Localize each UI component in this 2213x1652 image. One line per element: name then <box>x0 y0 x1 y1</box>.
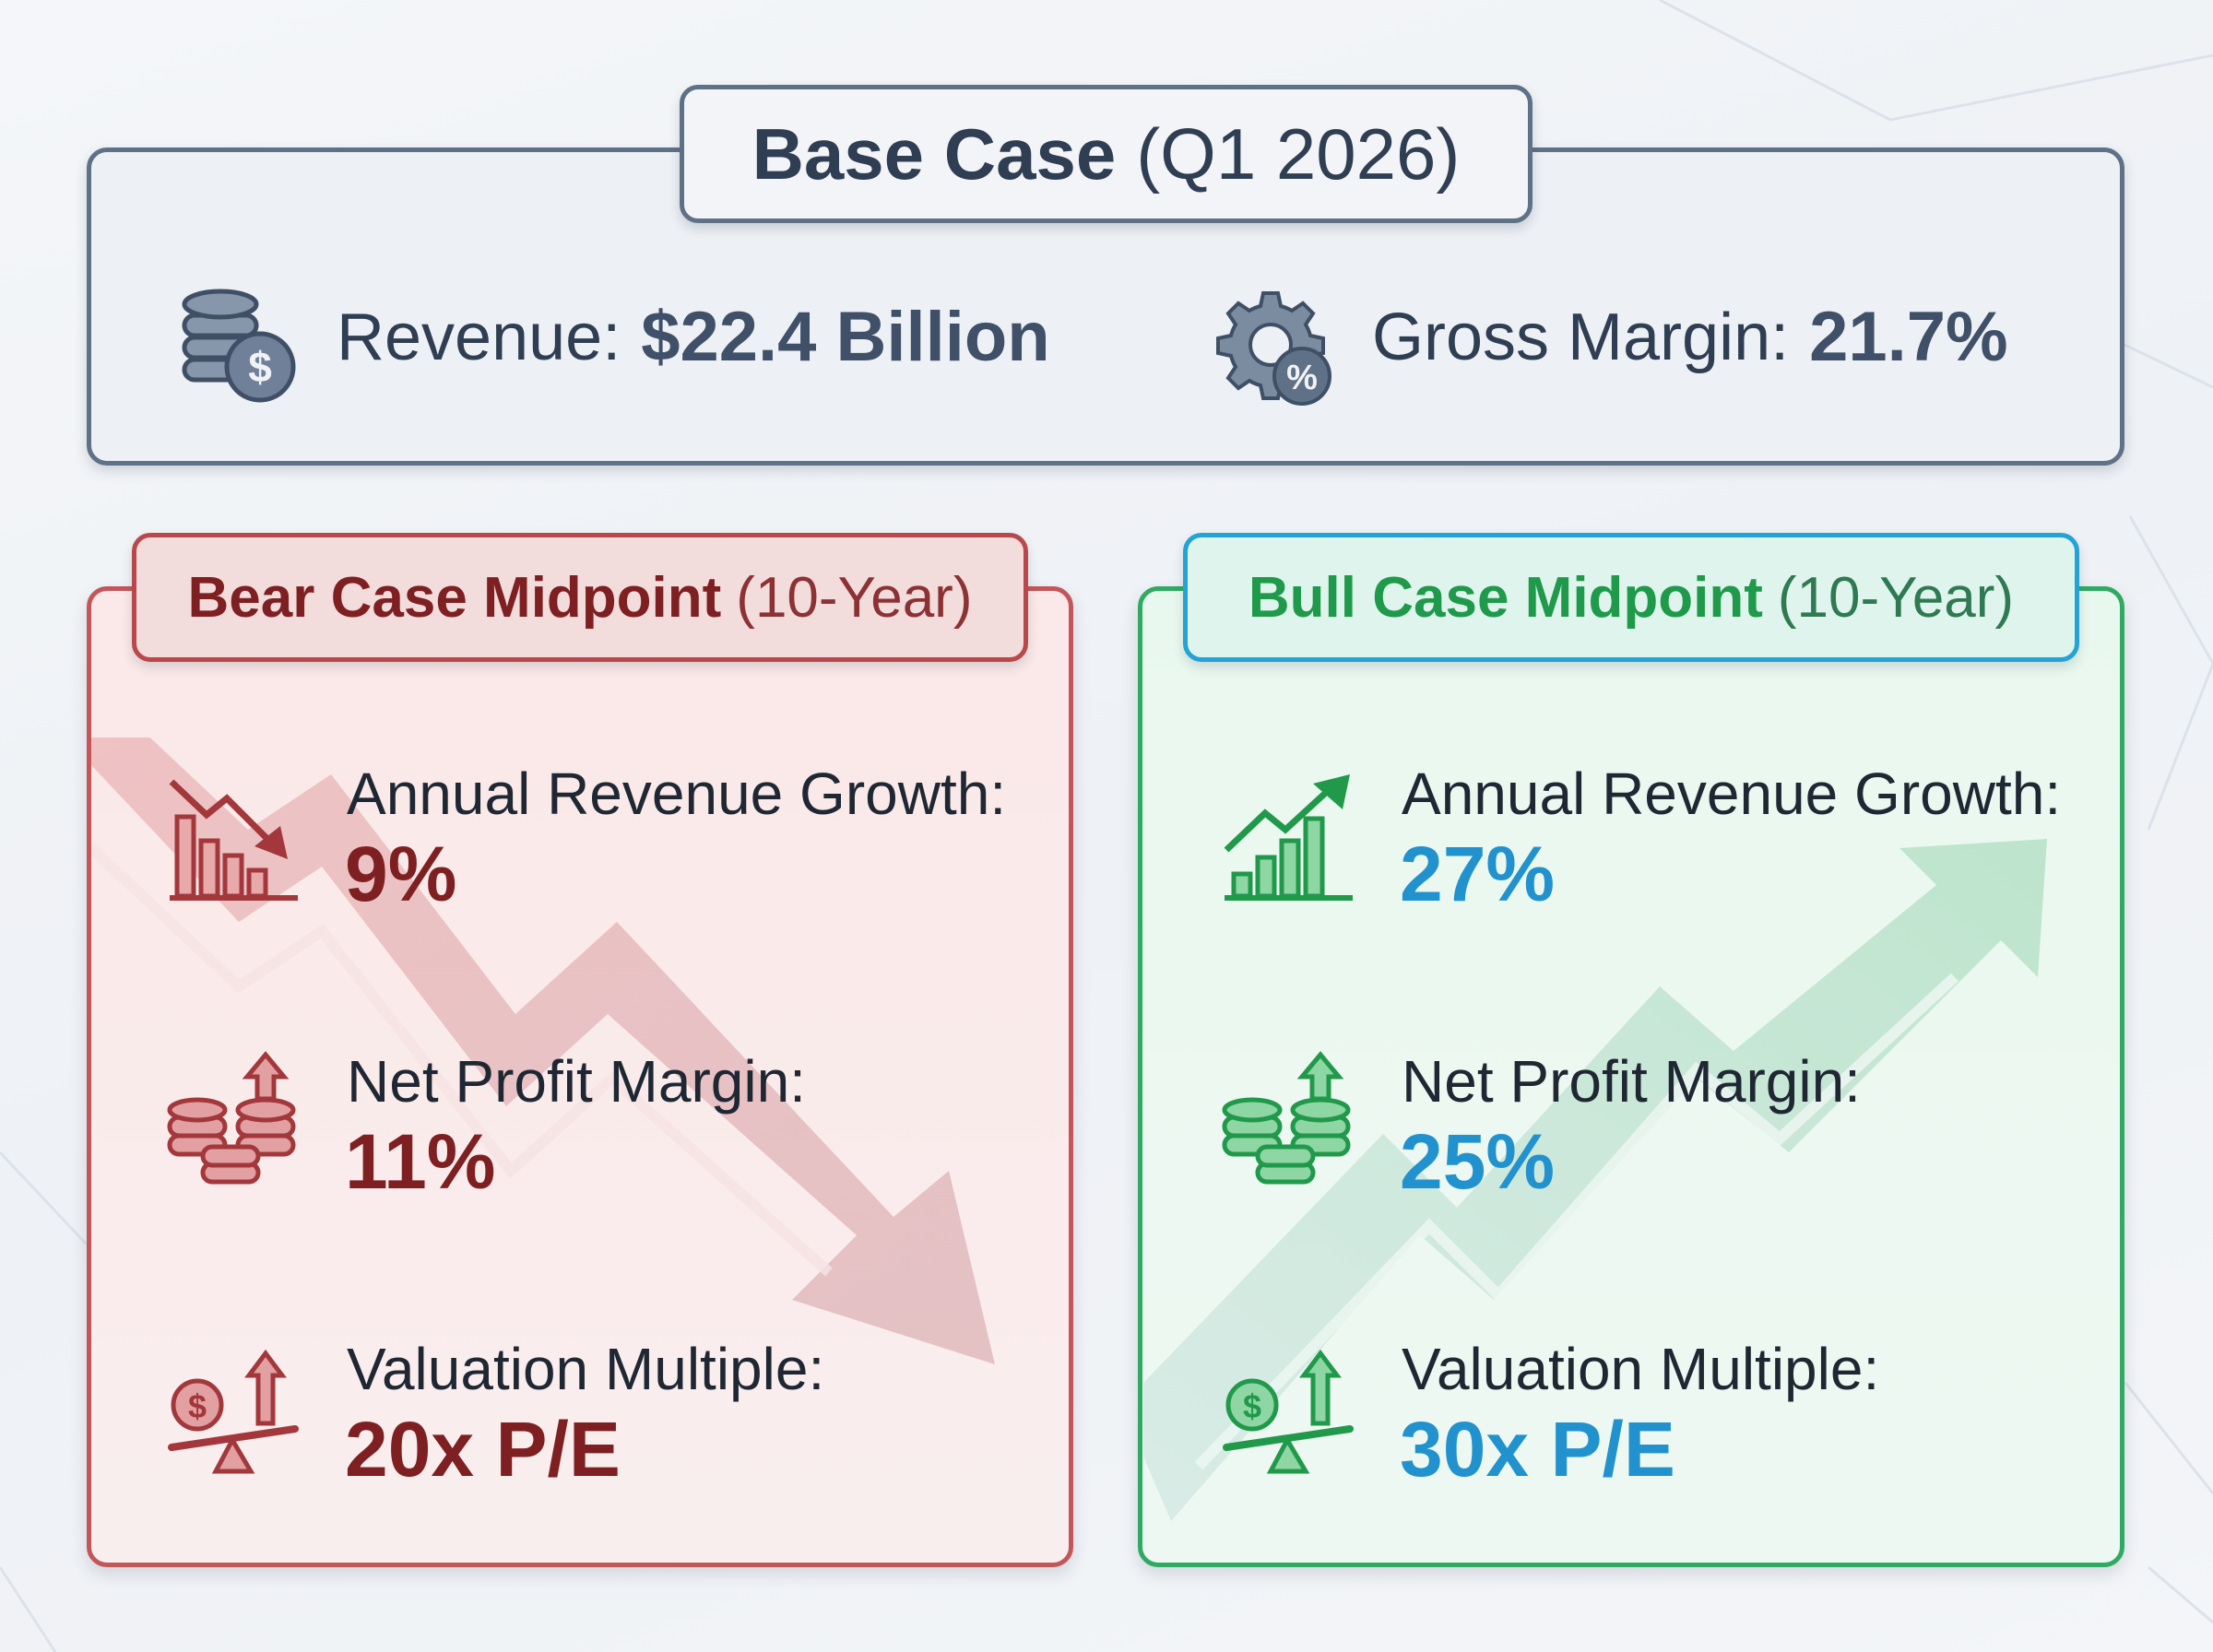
bull-valuation-multiple-label: Valuation Multiple: <box>1402 1336 1880 1402</box>
base-case-title: Base Case (Q1 2026) <box>680 85 1533 223</box>
gross-margin-metric: Gross Margin: 21.7% <box>1372 297 2008 377</box>
gross-margin-label: Gross Margin: <box>1372 300 1790 374</box>
bull-case-title-strong: Bull Case Midpoint <box>1248 565 1763 630</box>
declining-bar-chart-icon <box>169 779 298 901</box>
balance-scale-arrow-icon: $ <box>168 1349 299 1474</box>
bear-net-profit-margin-label: Net Profit Margin: <box>347 1048 806 1115</box>
revenue-metric: Revenue: $22.4 Billion <box>337 297 1050 377</box>
coins-arrow-up-icon <box>1222 1051 1351 1185</box>
downward-trend-arrow-graphic <box>91 738 995 1364</box>
revenue-value: $22.4 Billion <box>641 298 1050 376</box>
bear-case-title-period: (10-Year) <box>736 565 973 630</box>
revenue-label: Revenue: <box>337 300 621 374</box>
gear-percent-icon: % <box>1216 291 1331 406</box>
upward-trend-arrow-graphic <box>1143 839 2047 1521</box>
bear-revenue-growth-label: Annual Revenue Growth: <box>347 761 1007 827</box>
coins-arrow-up-icon <box>167 1051 296 1185</box>
bull-revenue-growth-value: 27% <box>1400 831 1556 917</box>
bear-net-profit-margin-value: 11% <box>345 1118 496 1205</box>
bull-case-title-period: (10-Year) <box>1777 565 2015 630</box>
bull-revenue-growth-label: Annual Revenue Growth: <box>1402 761 2062 827</box>
bear-valuation-multiple-value: 20x P/E <box>345 1406 621 1493</box>
bull-net-profit-margin-value: 25% <box>1400 1118 1556 1205</box>
svg-text:%: % <box>1286 359 1318 397</box>
coins-dollar-icon: $ <box>182 289 296 403</box>
base-case-title-period: (Q1 2026) <box>1136 112 1461 195</box>
bull-valuation-multiple-value: 30x P/E <box>1400 1406 1675 1493</box>
bear-valuation-multiple-label: Valuation Multiple: <box>347 1336 825 1402</box>
bear-case-title-strong: Bear Case Midpoint <box>187 565 722 630</box>
gross-margin-value: 21.7% <box>1809 298 2008 376</box>
bull-case-title: Bull Case Midpoint (10-Year) <box>1183 533 2079 662</box>
balance-scale-arrow-icon: $ <box>1223 1349 1354 1474</box>
svg-text:$: $ <box>188 1387 207 1425</box>
rising-bar-chart-icon <box>1224 774 1353 901</box>
svg-text:$: $ <box>1243 1387 1261 1425</box>
bull-net-profit-margin-label: Net Profit Margin: <box>1402 1048 1861 1115</box>
base-case-title-strong: Base Case <box>751 112 1117 195</box>
svg-text:$: $ <box>248 343 272 391</box>
bear-revenue-growth-value: 9% <box>345 831 457 917</box>
bear-case-title: Bear Case Midpoint (10-Year) <box>132 533 1028 662</box>
